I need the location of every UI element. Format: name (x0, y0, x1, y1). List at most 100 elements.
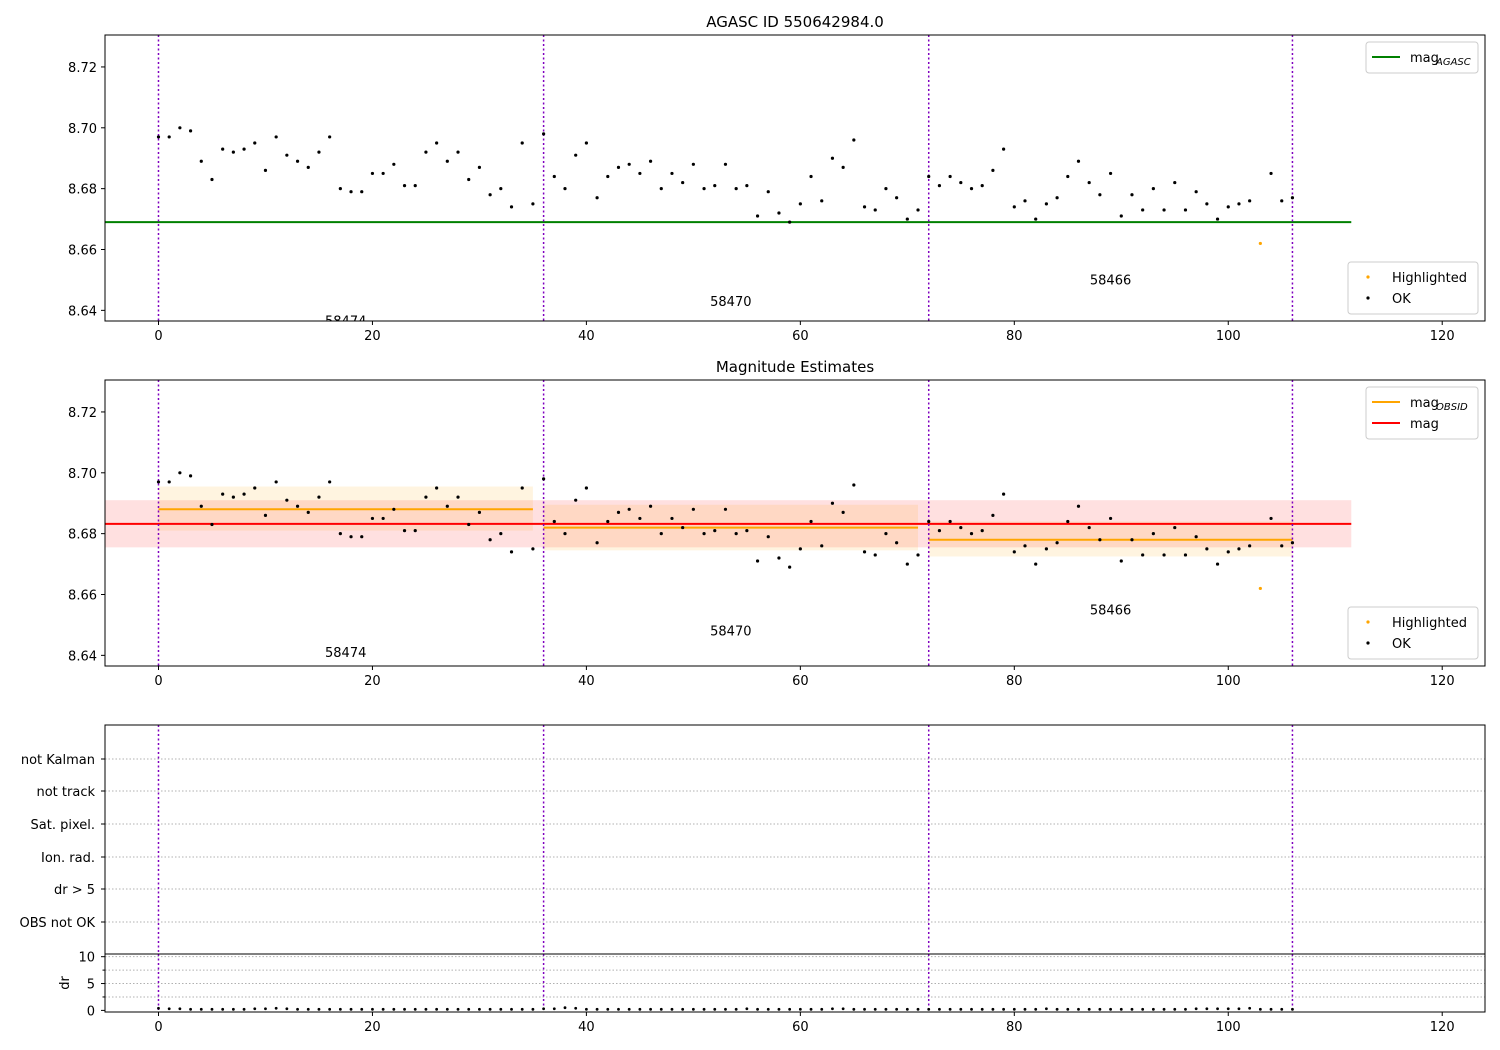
ok-point (1034, 562, 1038, 566)
y-tick-label: 8.72 (68, 406, 97, 421)
ok-point (445, 159, 449, 163)
x-tick-label: 20 (364, 329, 381, 344)
dr-point (617, 1007, 620, 1011)
ok-point (188, 129, 193, 133)
ok-point (969, 187, 974, 191)
x-tick-label: 20 (364, 674, 381, 689)
dr-point (1044, 1007, 1048, 1011)
ok-point (574, 498, 578, 502)
ok-point (402, 184, 407, 188)
ok-point (959, 525, 963, 530)
ok-point (648, 504, 653, 508)
ok-point (1098, 538, 1102, 542)
dr-point (991, 1007, 995, 1011)
ok-point (285, 498, 289, 502)
ok-point (424, 150, 428, 154)
ok-point (1076, 504, 1081, 508)
ok-point (552, 174, 556, 179)
dr-point (895, 1007, 899, 1011)
ok-point (1269, 516, 1273, 521)
ok-point (1173, 180, 1177, 185)
ok-point (1290, 541, 1295, 545)
dr-point (1269, 1007, 1273, 1011)
legend-label: OK (1392, 637, 1411, 652)
ok-point (509, 205, 514, 209)
legend-lower-right: Highlighted OK (1347, 261, 1479, 315)
ok-point (702, 532, 706, 536)
ok-point (338, 187, 342, 191)
ok-point (616, 165, 621, 169)
ok-point (895, 541, 899, 545)
dr-point (1258, 1007, 1262, 1011)
dr-point (167, 1007, 171, 1011)
ok-point (1108, 516, 1113, 521)
legend-frame (1347, 606, 1479, 660)
ok-point (959, 180, 963, 185)
dr-point (253, 1007, 257, 1011)
dr-point (691, 1007, 695, 1011)
legend-label: mag (1410, 417, 1439, 432)
ok-point (766, 190, 770, 194)
ok-point (477, 510, 482, 514)
ok-point (873, 208, 877, 212)
ok-point (306, 165, 310, 169)
ok-point (723, 507, 728, 511)
dr-point (809, 1007, 813, 1011)
ok-point (681, 180, 685, 185)
dr-point (1002, 1007, 1006, 1011)
legend-point-swatch (1366, 275, 1370, 279)
panel-4-dr: 0 5 10 dr 0 20 40 60 80 100 120 (58, 951, 1486, 1035)
ok-point (659, 532, 663, 536)
dr-point (1077, 1007, 1080, 1011)
ok-point (563, 532, 567, 536)
ok-point (820, 199, 824, 203)
dr-point (584, 1007, 588, 1011)
ok-point (306, 510, 310, 514)
x-tick-label: 0 (154, 329, 162, 344)
y-tick-label: 8.72 (68, 61, 97, 76)
ok-point (820, 544, 824, 548)
plot-area: 58474 58470 58466 (105, 380, 1352, 666)
legend-point-swatch (1366, 296, 1370, 300)
dr-point (681, 1007, 685, 1011)
highlighted-point (1258, 586, 1262, 591)
dr-point (349, 1007, 353, 1011)
ok-point (766, 535, 770, 539)
obs-label: 58470 (710, 295, 751, 310)
ok-point (681, 525, 685, 530)
plot-frame (104, 34, 1486, 322)
ok-point (991, 168, 995, 172)
x-tick-label: 0 (154, 1020, 162, 1035)
ok-point (167, 135, 171, 139)
dr-point (1280, 1007, 1284, 1011)
plot-frame (104, 953, 1486, 1013)
dr-point (970, 1007, 973, 1011)
ok-point (1130, 538, 1134, 542)
ok-point (285, 153, 289, 157)
ok-point (1012, 550, 1016, 554)
ok-point (488, 538, 492, 542)
ok-point (1098, 193, 1102, 197)
ok-point (595, 541, 599, 545)
dr-point (873, 1007, 877, 1011)
ok-point (295, 504, 300, 508)
ok-point (1226, 550, 1230, 554)
ok-point (1066, 519, 1070, 524)
dr-point (702, 1007, 706, 1011)
dr-point (1194, 1007, 1198, 1011)
dr-point (264, 1007, 267, 1011)
ok-point (788, 565, 792, 569)
ok-point (927, 519, 931, 524)
ok-point (723, 162, 728, 166)
x-tick-label: 60 (792, 1020, 809, 1035)
ok-point (873, 553, 877, 557)
obs-label: 58466 (1090, 273, 1131, 288)
ok-point (1183, 208, 1188, 212)
y-tick-label: 8.68 (68, 528, 97, 543)
dr-point (1098, 1007, 1102, 1011)
ok-point (798, 547, 802, 551)
ok-point (210, 177, 214, 182)
dr-point (1162, 1007, 1166, 1011)
ok-point (370, 171, 375, 176)
